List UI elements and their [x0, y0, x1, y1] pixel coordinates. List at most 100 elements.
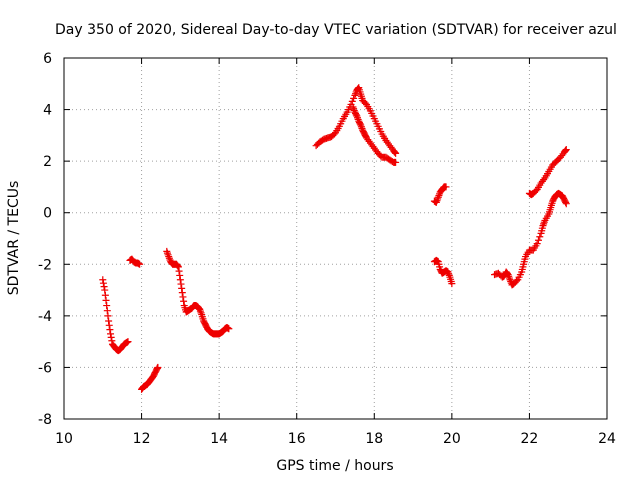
data-point [533, 240, 541, 248]
y-tick-label: -6 [38, 360, 52, 376]
series-arc-5 [312, 84, 400, 157]
data-point [103, 302, 111, 310]
data-point [445, 271, 453, 279]
data-point [513, 277, 520, 285]
data-point [352, 111, 360, 119]
data-point [562, 146, 570, 154]
data-point [391, 149, 399, 157]
data-point [105, 321, 113, 329]
data-point [562, 198, 570, 206]
x-tick-label: 12 [133, 431, 151, 447]
data-point [348, 97, 356, 105]
y-tick-label: 6 [43, 51, 52, 67]
x-tick-label: 20 [443, 431, 461, 447]
data-point [354, 115, 362, 123]
series-arc-7 [430, 183, 450, 206]
data-point [534, 236, 542, 244]
data-point [108, 337, 116, 345]
data-point [225, 325, 233, 333]
data-point [107, 330, 115, 338]
data-point [356, 120, 364, 128]
data-point [445, 270, 453, 278]
y-tick-label: -2 [38, 257, 52, 273]
data-point [433, 197, 441, 205]
data-point [432, 198, 440, 206]
data-point [196, 305, 204, 313]
x-tick-label: 18 [365, 431, 383, 447]
data-point [99, 276, 107, 284]
data-point [505, 272, 513, 280]
data-point [350, 105, 358, 113]
data-points [99, 84, 570, 393]
grid [64, 58, 607, 419]
x-axis: 10 12 14 16 18 20 22 24 [55, 58, 616, 447]
x-tick-label: 16 [288, 431, 306, 447]
series-arc-8 [430, 256, 456, 288]
data-point [103, 307, 111, 315]
data-point [197, 309, 205, 317]
data-point [536, 233, 544, 241]
data-point [442, 183, 450, 191]
data-point [392, 158, 400, 166]
x-tick-label: 10 [55, 431, 73, 447]
data-point [540, 220, 548, 228]
data-point [434, 193, 442, 201]
data-point [101, 291, 109, 299]
data-point [163, 249, 171, 257]
data-point [350, 106, 358, 114]
series-arc-4 [163, 247, 233, 338]
data-point [154, 363, 162, 371]
data-point [104, 312, 112, 320]
data-point [107, 333, 115, 341]
x-tick-label: 24 [598, 431, 616, 447]
data-point [175, 267, 183, 275]
data-point [561, 147, 569, 155]
data-point [178, 284, 186, 292]
data-point [165, 254, 173, 262]
data-point [562, 200, 570, 208]
data-point [174, 263, 182, 271]
data-point [540, 176, 548, 184]
series-arc-3 [138, 363, 162, 393]
chart-title: Day 350 of 2020, Sidereal Day-to-day VTE… [55, 22, 617, 38]
data-point [392, 149, 400, 157]
data-point [353, 114, 361, 122]
data-point [165, 253, 173, 261]
data-point [196, 307, 204, 315]
y-tick-label: -8 [38, 412, 52, 428]
data-point [357, 121, 365, 129]
data-point [562, 146, 570, 154]
data-point [163, 247, 171, 255]
series-arc-10 [525, 146, 570, 199]
y-tick-label: 2 [43, 154, 52, 170]
data-point [444, 268, 452, 276]
data-point [174, 262, 182, 270]
data-point [164, 251, 172, 259]
data-point [504, 271, 512, 279]
x-tick-label: 22 [521, 431, 539, 447]
data-point [390, 148, 398, 156]
data-point [173, 261, 181, 269]
data-point [505, 274, 513, 282]
data-point [435, 192, 443, 200]
data-point [358, 124, 366, 132]
data-point [177, 280, 185, 288]
series-arc-1 [99, 276, 132, 355]
data-point [100, 283, 108, 291]
data-point [176, 271, 184, 279]
x-tick-label: 14 [210, 431, 228, 447]
data-point [349, 103, 357, 111]
data-point [350, 94, 358, 102]
series-arc-9 [491, 189, 570, 289]
y-tick-label: 0 [43, 206, 52, 222]
data-point [180, 297, 188, 305]
data-point [101, 286, 109, 294]
data-point [434, 195, 442, 203]
series-arc-2 [126, 255, 144, 268]
data-point [124, 338, 132, 346]
y-tick-label: -4 [38, 309, 52, 325]
series-arc-6 [349, 103, 400, 166]
data-point [506, 276, 514, 284]
data-point [136, 260, 144, 268]
